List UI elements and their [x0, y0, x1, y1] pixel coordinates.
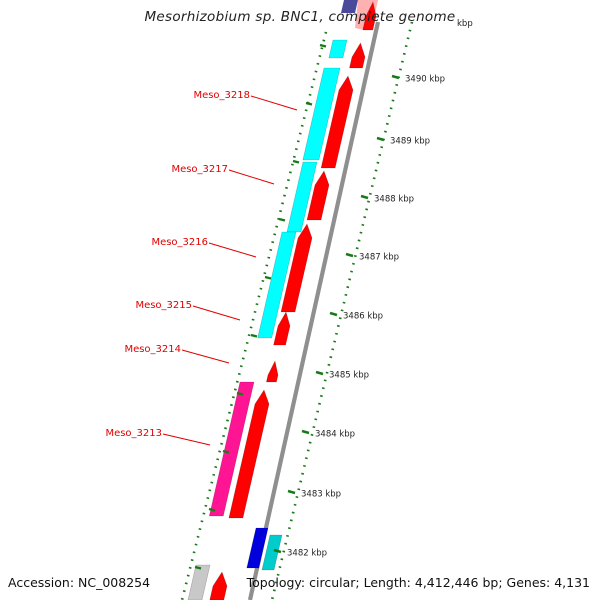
- teal-feature-1: [261, 534, 283, 571]
- leader-line-meso-3216: [208, 242, 257, 258]
- genome-summary-text: Topology: circular; Length: 4,412,446 bp…: [246, 575, 590, 590]
- scale-tick-4: [345, 252, 354, 258]
- scale-label-3490-kbp: 3490 kbp: [405, 75, 445, 85]
- cyan-feature-3: [286, 161, 318, 233]
- leader-line-meso-3214: [181, 349, 230, 364]
- scale-label-3488-kbp: 3488 kbp: [374, 195, 414, 205]
- forward-gene-2: [349, 42, 366, 69]
- leader-line-meso-3218: [250, 95, 298, 111]
- cyan-feature-4: [257, 231, 297, 339]
- scale-label-3484-kbp: 3484 kbp: [315, 430, 355, 440]
- forward-gene-9: [209, 571, 228, 601]
- scale-tick-7: [301, 429, 310, 435]
- left-major-tick-10: [194, 565, 202, 570]
- forward-gene-7: [266, 360, 279, 383]
- left-major-tick-5: [264, 275, 272, 280]
- left-major-tick-6: [250, 333, 258, 338]
- scale-tick-3: [360, 194, 369, 200]
- gene-label-meso-3214: Meso_3214: [124, 344, 181, 355]
- backbone-line: [247, 21, 381, 601]
- forward-gene-4: [306, 170, 330, 221]
- scale-tick-2: [376, 136, 385, 142]
- forward-gene-8: [228, 389, 270, 519]
- leader-line-meso-3213: [162, 433, 211, 446]
- leader-line-meso-3217: [228, 169, 275, 185]
- left-major-tick-1: [319, 43, 327, 48]
- gene-label-meso-3215: Meso_3215: [135, 300, 192, 311]
- scale-label-3486-kbp: 3486 kbp: [343, 312, 383, 322]
- blue-feature-1: [246, 527, 269, 569]
- scale-tick-6: [315, 370, 324, 376]
- forward-gene-1: [362, 1, 377, 31]
- forward-gene-3: [320, 75, 354, 169]
- left-major-tick-7: [236, 391, 244, 396]
- left-major-tick-2: [305, 101, 313, 106]
- cyan-feature-2: [302, 67, 341, 161]
- gene-label-meso-3217: Meso_3217: [171, 164, 228, 175]
- scale-label-partial: kbp: [457, 19, 473, 29]
- magenta-feature-1: [208, 381, 255, 517]
- forward-gene-5: [280, 223, 313, 313]
- left-major-tick-3: [292, 159, 300, 164]
- leader-line-meso-3215: [192, 305, 241, 321]
- forward-gene-6: [273, 311, 291, 346]
- scale-label-3489-kbp: 3489 kbp: [390, 137, 430, 147]
- scale-label-3485-kbp: 3485 kbp: [329, 371, 369, 381]
- scale-tick-1: [391, 74, 400, 80]
- scale-label-3482-kbp: 3482 kbp: [287, 549, 327, 559]
- left-tick-rail: [180, 31, 328, 601]
- grey-feature-1: [187, 564, 211, 601]
- cyan-feature-1: [328, 39, 348, 59]
- scale-tick-5: [329, 311, 338, 317]
- gene-label-meso-3218: Meso_3218: [193, 90, 250, 101]
- scale-label-3483-kbp: 3483 kbp: [301, 490, 341, 500]
- gene-label-meso-3216: Meso_3216: [151, 237, 208, 248]
- right-tick-rail: [270, 21, 414, 601]
- scale-label-3487-kbp: 3487 kbp: [359, 253, 399, 263]
- map-title: Mesorhizobium sp. BNC1, complete genome: [144, 9, 456, 25]
- scale-tick-8: [287, 489, 296, 495]
- navy-feature-partial: [341, 0, 358, 13]
- scale-tick-9: [273, 548, 282, 554]
- left-major-tick-8: [222, 449, 230, 454]
- accession-text: Accession: NC_008254: [8, 575, 151, 590]
- left-major-tick-4: [278, 217, 286, 222]
- gene-label-meso-3213: Meso_3213: [105, 428, 162, 439]
- left-major-tick-9: [208, 507, 216, 512]
